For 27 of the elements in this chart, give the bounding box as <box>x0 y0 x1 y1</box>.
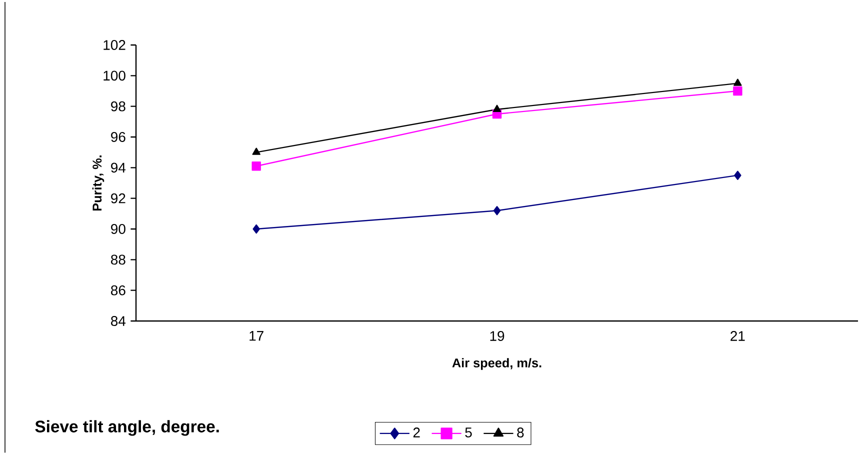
point <box>493 206 501 216</box>
point <box>734 170 742 180</box>
y-tick-label: 100 <box>104 70 126 81</box>
y-tick-label: 94 <box>111 162 126 173</box>
y-tick-label: 84 <box>110 316 126 326</box>
legend-label: 5 <box>465 428 472 438</box>
x-tick-label: 17 <box>250 331 264 341</box>
y-tick-label: 102 <box>104 40 126 50</box>
y-tick-label: 92 <box>111 193 126 204</box>
point <box>252 162 261 171</box>
point <box>252 148 260 155</box>
point <box>252 224 260 234</box>
legend-label: 8 <box>517 428 524 438</box>
legend-label: 2 <box>413 428 420 438</box>
x-tick-label: 19 <box>490 331 504 341</box>
y-tick-label: 86 <box>110 285 126 296</box>
y-tick-label: 88 <box>110 254 126 265</box>
point <box>492 104 502 112</box>
legend-title: Sieve tilt angle, degree. <box>35 420 219 436</box>
point <box>733 86 742 96</box>
y-tick-label: 96 <box>111 132 126 142</box>
y-tick-label: 98 <box>111 101 126 112</box>
y-axis-title: Purity, %. <box>92 155 104 211</box>
x-tick-label: 21 <box>730 331 745 341</box>
y-tick-label: 90 <box>111 224 126 234</box>
x-axis-title: Air speed, m/s. <box>452 358 542 370</box>
point <box>734 78 742 86</box>
